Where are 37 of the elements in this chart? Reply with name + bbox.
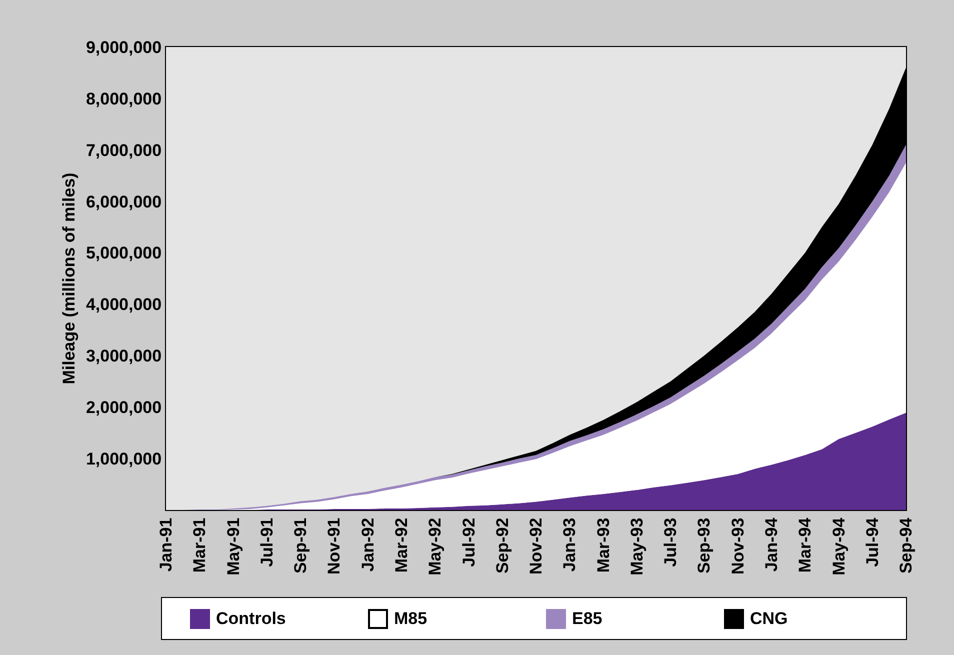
y-tick-label: 8,000,000 [86, 89, 162, 108]
x-tick-label: May-94 [829, 517, 848, 576]
x-tick-label: Mar-94 [796, 517, 815, 573]
x-tick-label: Mar-93 [594, 518, 613, 573]
x-tick-label: Nov-91 [324, 518, 344, 574]
y-tick-label: 2,000,000 [86, 398, 162, 418]
x-tick-label: Jan-92 [358, 518, 378, 572]
y-tick-label: 4,000,000 [86, 295, 162, 314]
x-tick-label: May-93 [627, 518, 646, 576]
y-tick-label: 7,000,000 [86, 140, 162, 160]
y-axis-title: Mileage (millions of miles) [60, 172, 79, 384]
x-tick-label: Sep-91 [291, 518, 310, 574]
x-tick-label: Sep-93 [694, 518, 714, 574]
x-tick-label: Sep-92 [492, 518, 512, 574]
x-tick-label: May-92 [426, 518, 445, 576]
x-tick-label: May-91 [224, 518, 243, 576]
y-tick-label: 6,000,000 [86, 192, 162, 212]
y-tick-label: 5,000,000 [86, 244, 162, 263]
legend-label: CNG [750, 608, 788, 628]
x-tick-label: Mar-92 [392, 518, 411, 573]
x-tick-label: Mar-91 [190, 518, 210, 573]
y-tick-label: 3,000,000 [86, 346, 162, 366]
x-tick-label: Nov-93 [728, 518, 748, 574]
x-tick-label: Jan-93 [560, 518, 580, 572]
legend-label: Controls [216, 608, 286, 628]
legend-label: E85 [572, 608, 602, 628]
x-tick-label: Jul-92 [459, 518, 478, 567]
x-tick-label: Jul-93 [661, 518, 680, 567]
x-tick-label: Jul-91 [257, 518, 276, 567]
x-tick-label: Nov-92 [526, 518, 546, 574]
legend-label: M85 [394, 608, 428, 628]
x-tick-label: Sep-94 [896, 517, 916, 574]
x-tick-label: Jan-91 [156, 518, 176, 572]
x-tick-label: Jul-94 [862, 517, 882, 567]
x-tick-label: Jan-94 [762, 517, 781, 572]
y-tick-label: 1,000,000 [86, 450, 162, 469]
y-tick-label: 9,000,000 [86, 38, 162, 57]
